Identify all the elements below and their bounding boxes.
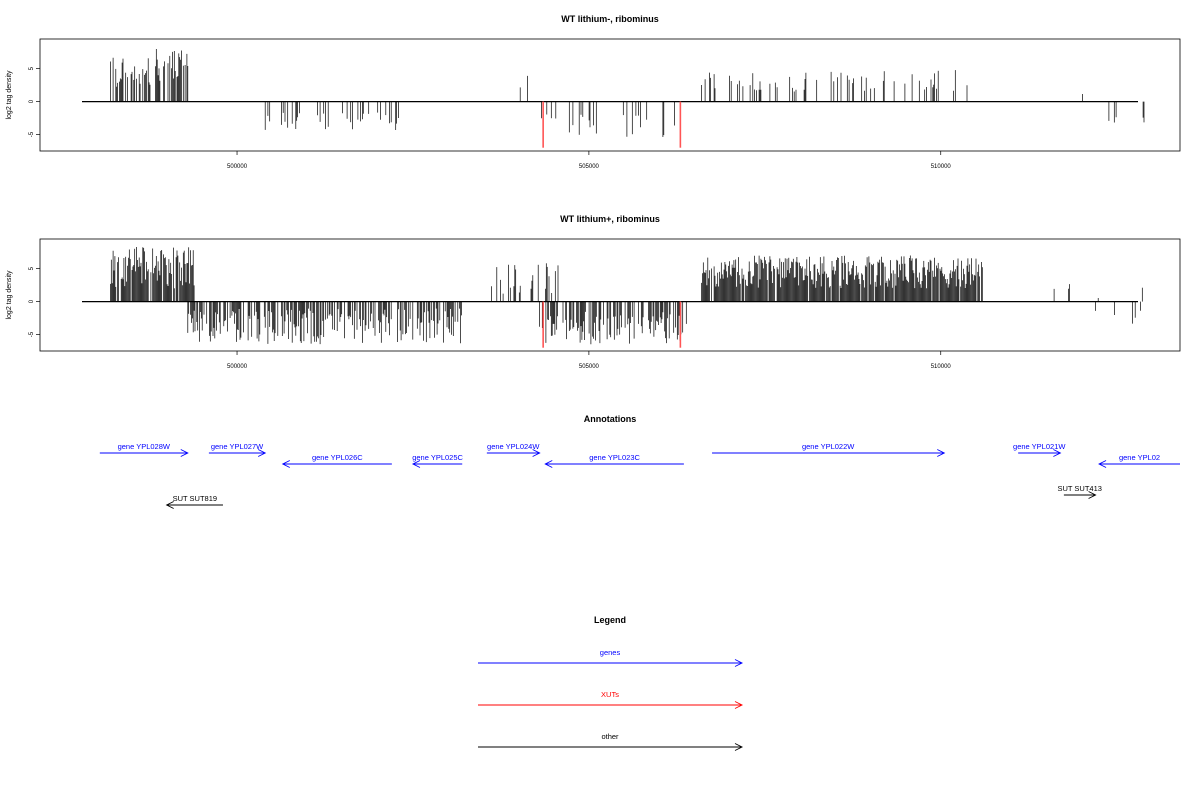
annotation-feature: gene YPL026C [281,453,392,468]
x-tick-label: 510000 [931,164,952,170]
annotation-feature: gene YPL025C [411,453,464,468]
arrow-head [1098,460,1107,468]
panel-1-ylabel: log2 tag density [6,70,13,120]
panel-1-frame [39,38,1181,152]
x-tick-label: 500000 [227,364,248,370]
arrow-head [281,460,290,468]
panel-2-bars [82,247,1143,348]
x-tick-label: 500000 [227,164,248,170]
y-tick-label: 5 [29,266,35,270]
arrow-head [1088,491,1097,499]
annotation-label: gene YPL025C [412,453,463,462]
track-panel-2: WT lithium+, ribominus log2 tag density … [6,214,1181,370]
arrow-head [734,701,744,709]
annotation-feature: SUT SUT819 [165,494,223,509]
arrow-head [165,501,174,509]
annotation-feature: SUT SUT413 [1057,484,1102,499]
x-tick-label: 505000 [579,164,600,170]
panel-2-x-axis: 500000 505000 510000 [227,351,951,370]
y-tick-label: -5 [29,331,35,337]
arrow-head [544,460,553,468]
annotation-feature: gene YPL024W [486,442,541,457]
annotation-label: gene YPL02 [1119,453,1160,462]
annotation-feature: gene YPL02 [1098,453,1180,468]
y-tick-label: 5 [29,66,35,70]
annotation-label: gene YPL024W [487,442,540,451]
legend-entries: genes XUTs other [478,648,744,751]
annotation-feature: gene YPL022W [712,442,946,457]
legend-label: XUTs [601,690,619,699]
annotation-feature: gene YPL027W [208,442,267,457]
legend-entry: genes [478,648,744,667]
annotation-label: gene YPL022W [802,442,855,451]
annotation-label: gene YPL026C [312,453,363,462]
panel-1-title: WT lithium-, ribominus [561,14,659,24]
panel-2-y-axis: 5 0 -5 [29,266,40,337]
annotation-label: gene YPL027W [211,442,264,451]
legend-panel: Legend genes XUTs other [478,615,744,751]
annotation-feature: gene YPL023C [544,453,684,468]
panel-2-ylabel: log2 tag density [6,270,13,320]
panel-2-frame [39,238,1181,352]
annotation-label: gene YPL028W [118,442,171,451]
annotation-feature: gene YPL028W [99,442,189,457]
x-tick-label: 510000 [931,364,952,370]
legend-entry: XUTs [478,690,744,709]
annotation-feature: gene YPL021W [1013,442,1066,457]
y-tick-label: 0 [29,99,35,103]
annotation-label: gene YPL021W [1013,442,1066,451]
x-tick-label: 505000 [579,364,600,370]
legend-title: Legend [594,615,626,625]
annotation-features: gene YPL028W gene YPL027W gene YPL026C gene… [99,442,1180,509]
arrow-head [734,743,744,751]
arrow-head [411,460,421,468]
legend-entry: other [478,732,744,751]
arrow-head [180,449,189,457]
annotation-label: gene YPL023C [589,453,640,462]
arrow-head [532,449,541,457]
y-tick-label: 0 [29,299,35,303]
arrow-head [1053,449,1062,457]
annotations-panel: Annotations gene YPL028W gene YPL027Wgene… [99,414,1180,509]
panel-1-y-axis: 5 0 -5 [29,66,40,137]
track-panel-1: WT lithium-, ribominus log2 tag density … [6,14,1181,170]
panel-2-title: WT lithium+, ribominus [560,214,660,224]
panel-1-bars [82,49,1145,148]
panel-1-x-axis: 500000 505000 510000 [227,151,951,170]
legend-label: genes [600,648,621,657]
annotations-title: Annotations [584,414,637,424]
arrow-head [257,449,267,457]
legend-label: other [601,732,619,741]
arrow-head [937,449,946,457]
annotation-label: SUT SUT819 [173,494,217,503]
arrow-head [734,659,744,667]
annotation-label: SUT SUT413 [1057,484,1101,493]
y-tick-label: -5 [29,131,35,137]
